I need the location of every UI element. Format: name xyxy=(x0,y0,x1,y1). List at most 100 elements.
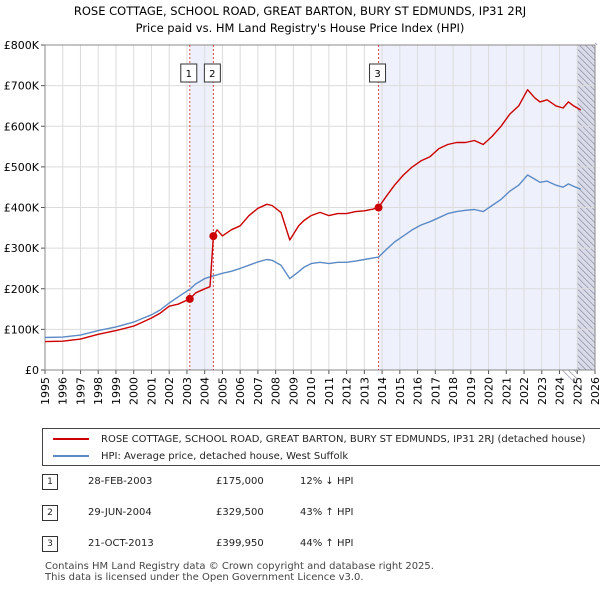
chart-title-line2: Price paid vs. HM Land Registry's House … xyxy=(136,21,465,35)
hatch-line xyxy=(577,48,596,67)
sale-label-box xyxy=(203,63,221,83)
sale-hpi-comparison: 44% ↑ HPI xyxy=(300,538,354,549)
hatch-line xyxy=(577,312,596,331)
y-tick-label: £800K xyxy=(4,39,40,52)
sale-number-badge: 1 xyxy=(42,474,58,490)
hatch-line xyxy=(577,54,596,73)
y-tick-label: £200K xyxy=(4,283,40,296)
x-tick-label: 2009 xyxy=(287,377,300,405)
y-tick-label: £300K xyxy=(4,242,40,255)
x-tick-label: 2001 xyxy=(145,377,158,405)
y-tick-label: £700K xyxy=(4,80,40,93)
legend-swatch-property xyxy=(53,438,89,440)
x-tick-label: 1998 xyxy=(92,377,105,405)
hatch-line xyxy=(577,156,596,175)
sale-price: £175,000 xyxy=(216,476,264,487)
plot-border xyxy=(44,44,596,371)
hatch-line xyxy=(577,336,596,355)
sale-label-box xyxy=(180,63,198,83)
hatch-line xyxy=(577,210,596,229)
y-tick-label: £600K xyxy=(4,120,40,133)
hatch-line xyxy=(577,270,596,289)
sale-date: 21-OCT-2013 xyxy=(88,538,154,549)
sale-price: £399,950 xyxy=(216,538,264,549)
hatch-line xyxy=(577,228,596,247)
x-tick-label: 2002 xyxy=(163,377,176,405)
hatch-line xyxy=(577,102,596,121)
sale-label-number: 2 xyxy=(209,69,215,80)
hatch-line xyxy=(577,354,593,371)
hatch-line xyxy=(577,306,596,325)
hatch-line xyxy=(577,258,596,277)
sale-label-number: 1 xyxy=(186,69,192,80)
x-tick-label: 2011 xyxy=(323,377,336,405)
series-line xyxy=(44,88,582,343)
hatch-line xyxy=(577,288,596,307)
x-tick-label: 2024 xyxy=(554,377,567,405)
x-tick-label: 2020 xyxy=(483,377,496,405)
hatch-line xyxy=(577,108,596,127)
sale-number-badge: 2 xyxy=(42,505,58,521)
hatch-line xyxy=(577,150,596,169)
hatch-line xyxy=(577,72,596,91)
y-tick-label: £0 xyxy=(25,364,39,377)
sale-date: 29-JUN-2004 xyxy=(88,507,152,518)
hatch-line xyxy=(585,44,596,55)
hatch-line xyxy=(577,342,596,361)
hatch-line xyxy=(591,44,596,49)
legend-swatch-hpi xyxy=(53,455,89,457)
hatch-line xyxy=(577,180,596,199)
price-chart: ROSE COTTAGE, SCHOOL ROAD, GREAT BARTON,… xyxy=(4,4,600,405)
sale-hpi-comparison: 43% ↑ HPI xyxy=(300,507,354,518)
legend-item-hpi: HPI: Average price, detached house, West… xyxy=(53,448,348,464)
hatch-line xyxy=(577,60,596,79)
sale-price: £329,500 xyxy=(216,507,264,518)
hatch-line xyxy=(594,42,598,46)
x-tick-label: 2025 xyxy=(571,377,584,405)
x-tick-label: 2008 xyxy=(270,377,283,405)
hatch-line xyxy=(577,114,596,133)
hatch-line xyxy=(577,294,596,313)
x-tick-label: 2014 xyxy=(376,377,389,405)
hatch-line xyxy=(577,348,596,367)
hatch-line xyxy=(577,120,596,139)
hatch-line xyxy=(577,330,596,349)
hatch-line xyxy=(577,360,587,371)
legend: ROSE COTTAGE, SCHOOL ROAD, GREAT BARTON,… xyxy=(42,428,600,466)
x-tick-label: 1999 xyxy=(110,377,123,405)
sale-point xyxy=(374,203,383,212)
hatch-line xyxy=(577,186,596,205)
series-line xyxy=(44,174,582,339)
sale-label-number: 3 xyxy=(374,69,380,80)
x-tick-label: 2005 xyxy=(216,377,229,405)
hatch-line xyxy=(577,66,596,85)
x-tick-label: 2018 xyxy=(447,377,460,405)
hatch-line xyxy=(562,369,578,386)
x-tick-label: 2000 xyxy=(128,377,141,405)
hatch-line xyxy=(577,126,596,145)
x-tick-label: 2013 xyxy=(358,377,371,405)
hatch-line xyxy=(577,222,596,241)
x-tick-label: 2003 xyxy=(181,377,194,405)
hatch-line xyxy=(577,282,596,301)
hatch-line xyxy=(568,369,578,380)
hatch-line xyxy=(577,168,596,187)
x-tick-label: 2021 xyxy=(500,377,513,405)
x-tick-label: 2006 xyxy=(234,377,247,405)
hatch-line xyxy=(577,216,596,235)
hatch-line xyxy=(577,132,596,151)
hatch-line xyxy=(577,324,596,343)
x-tick-label: 2023 xyxy=(536,377,549,405)
y-tick-label: £100K xyxy=(4,323,40,336)
hatch-line xyxy=(577,234,596,253)
hatch-line xyxy=(577,78,596,97)
x-tick-label: 2007 xyxy=(252,377,265,405)
legend-item-property: ROSE COTTAGE, SCHOOL ROAD, GREAT BARTON,… xyxy=(53,431,585,447)
hatch-line xyxy=(577,264,596,283)
x-tick-label: 2004 xyxy=(199,377,212,405)
sale-point xyxy=(185,294,194,303)
legend-label-hpi: HPI: Average price, detached house, West… xyxy=(101,450,349,462)
x-tick-label: 2026 xyxy=(589,377,600,405)
hatch-line xyxy=(577,144,596,163)
x-tick-label: 1997 xyxy=(74,377,87,405)
